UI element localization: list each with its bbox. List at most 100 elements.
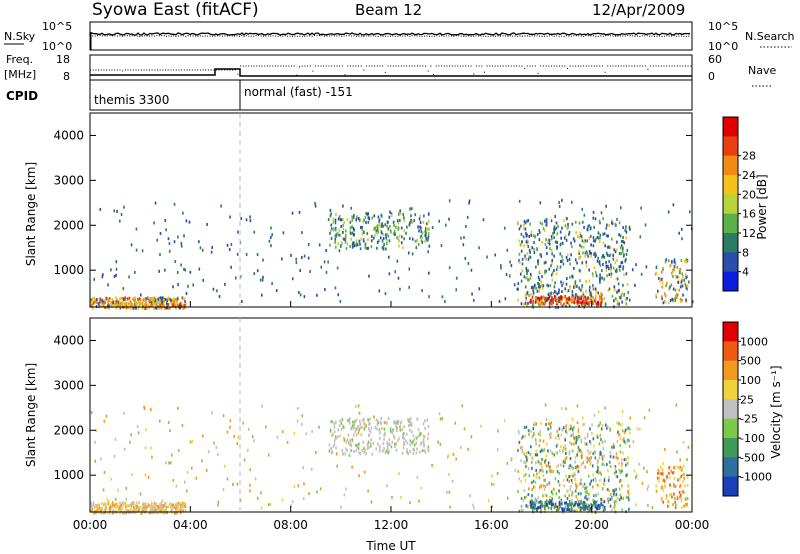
echo-cell [571,490,574,494]
echo-cell [540,448,543,452]
echo-cell [421,449,424,453]
echo-cell [290,504,292,508]
echo-cell [598,219,601,223]
echo-cell [422,438,425,442]
echo-cell [598,262,601,266]
echo-cell [656,476,659,480]
echo-cell [575,436,578,440]
echo-cell [425,227,427,231]
echo-cell [622,451,624,455]
echo-cell [97,504,99,508]
echo-cell [540,296,542,300]
echo-cell [139,298,142,302]
echo-cell [609,455,612,459]
echo-cell [620,464,623,468]
echo-cell [606,245,609,249]
echo-cell [646,470,648,474]
echo-cell [626,461,629,465]
echo-cell [619,450,622,454]
echo-cell [605,251,608,255]
echo-cell [664,485,666,489]
echo-cell [634,283,636,287]
echo-cell [567,253,569,257]
echo-cell [580,501,582,505]
echo-cell [557,297,559,301]
echo-cell [148,299,151,303]
noise-search-trace [89,34,691,38]
echo-cell [183,267,185,271]
echo-cell [539,285,542,289]
echo-cell [683,476,686,480]
echo-cell [393,419,395,423]
echo-cell [132,306,135,310]
echo-cell [660,278,662,282]
echo-cell [535,449,538,453]
echo-cell [201,434,204,438]
echo-cell [578,297,581,301]
echo-cell [403,437,405,441]
echo-cell [579,244,581,248]
echo-cell [672,483,675,487]
echo-cell [517,221,519,225]
echo-cell [529,503,532,507]
echo-cell [175,484,178,488]
echo-cell [314,201,316,205]
echo-cell [523,460,525,464]
velocity-colorbar-label: Velocity [m s⁻¹] [769,365,783,458]
echo-cell [115,296,117,300]
echo-cell [686,475,689,479]
echo-cell [426,238,428,242]
echo-cell [530,292,532,296]
echo-cell [396,428,398,432]
echo-cell [577,469,580,473]
echo-cell [367,418,369,422]
echo-cell [517,282,520,286]
echo-cell [562,460,565,464]
echo-cell [608,476,610,480]
echo-cell [370,239,373,243]
echo-cell [579,506,582,510]
echo-cell [619,296,622,300]
echo-cell [573,504,575,508]
x-tick-label: 00:00 [675,518,710,532]
echo-cell [614,465,617,469]
echo-cell [330,420,332,424]
echo-cell [594,287,597,291]
echo-cell [621,410,624,414]
echo-cell [334,228,337,232]
echo-cell [588,289,591,293]
echo-cell [552,469,554,473]
echo-cell [565,304,567,308]
echo-cell [344,233,347,237]
echo-cell [606,234,608,238]
echo-cell [590,455,593,459]
echo-cell [366,447,369,451]
echo-cell [572,466,574,470]
echo-cell [524,227,527,231]
echo-cell [562,426,565,430]
echo-cell [556,247,558,251]
echo-cell [290,253,292,257]
echo-cell [149,408,152,412]
echo-cell [144,473,147,477]
echo-cell [528,234,531,238]
echo-cell [211,245,213,249]
echo-cell [573,471,576,475]
echo-cell [333,422,336,426]
echo-cell [335,233,338,237]
echo-cell [123,447,126,451]
echo-cell [165,505,168,509]
echo-cell [589,293,592,297]
echo-cell [524,478,527,482]
echo-cell [383,242,385,246]
echo-cell [398,472,400,476]
echo-cell [427,232,430,236]
echo-cell [330,236,333,240]
echo-cell [139,300,141,304]
echo-cell [580,463,583,467]
echo-cell [529,222,531,226]
echo-cell [541,275,543,279]
echo-cell [375,418,378,422]
echo-cell [161,303,164,307]
